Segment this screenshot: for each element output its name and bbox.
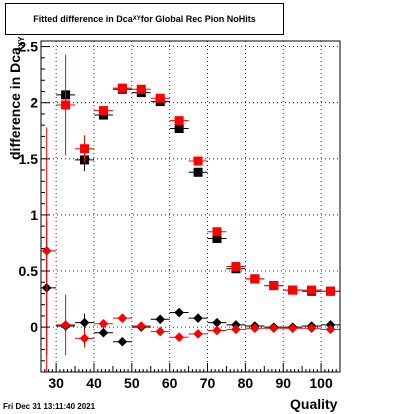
series-square-black (56, 84, 340, 296)
x-tick-label: 60 (162, 375, 178, 391)
y-axis-label-main: difference in Dca (7, 47, 23, 160)
data-point (98, 327, 109, 338)
data-point (193, 156, 203, 166)
x-tick-label: 70 (200, 375, 216, 391)
timestamp-footer: Fri Dec 31 13:11:40 2021 (3, 402, 96, 411)
axis-ticks: 30 40 50 60 70 80 90 100 0 0.5 1 1.5 2 2.5 (19, 39, 341, 391)
chart-title: Fitted difference in Dca XY for Global Re… (5, 3, 284, 35)
data-point (155, 314, 166, 325)
data-point (61, 100, 71, 110)
data-point (212, 227, 222, 237)
data-point (306, 323, 317, 334)
data-point (193, 329, 203, 339)
data-point (155, 326, 166, 337)
series-diamond-red (41, 127, 340, 372)
data-point (288, 285, 298, 295)
data-point (79, 333, 90, 344)
data-point (325, 324, 336, 335)
data-point (212, 233, 222, 243)
data-point (174, 332, 184, 343)
y-tick-label: 2.5 (19, 39, 39, 55)
data-point (155, 93, 165, 103)
y-axis-label-subscript: XY (16, 36, 26, 48)
chart-title-suffix: for Global Rec Pion NoHits (140, 14, 256, 24)
data-point (98, 106, 108, 116)
y-tick-label: 2 (30, 95, 38, 111)
data-point (174, 124, 184, 134)
data-point (98, 318, 109, 329)
data-point (250, 274, 260, 284)
y-tick-label: 1.5 (19, 151, 39, 167)
y-tick-label: 1 (30, 207, 38, 223)
data-point (174, 116, 184, 126)
data-point (307, 285, 317, 295)
data-markers (41, 54, 340, 372)
x-tick-label: 90 (275, 375, 291, 391)
data-point (80, 144, 90, 154)
data-point (269, 281, 279, 291)
data-point (117, 336, 128, 347)
data-point (193, 313, 203, 323)
data-point (268, 323, 279, 334)
plot-frame (40, 40, 341, 373)
x-tick-label: 100 (309, 375, 333, 391)
data-point (117, 83, 127, 93)
x-tick-label: 80 (238, 375, 254, 391)
data-point (326, 286, 336, 296)
series-square-red (56, 54, 340, 296)
data-point (212, 317, 222, 328)
data-point (41, 246, 52, 256)
data-point (287, 323, 298, 334)
data-point (250, 323, 260, 334)
chart-title-subscript: XY (132, 16, 141, 22)
data-point (174, 307, 184, 318)
x-tick-label: 30 (48, 375, 64, 391)
data-point (231, 324, 241, 335)
data-point (212, 325, 222, 336)
y-axis-label: difference in DcaXY (7, 37, 27, 161)
data-point (231, 262, 241, 272)
y-tick-label: 0.5 (19, 263, 39, 279)
data-point (193, 167, 203, 177)
x-tick-label: 50 (124, 375, 140, 391)
data-point (79, 317, 90, 328)
data-point (136, 84, 146, 94)
y-tick-label: 0 (30, 319, 38, 335)
data-point (117, 313, 128, 323)
x-tick-label: 40 (86, 375, 102, 391)
chart-title-prefix: Fitted difference in Dca (33, 14, 133, 24)
x-axis-label: Quality (290, 396, 338, 412)
data-point (60, 320, 71, 330)
data-point (136, 321, 147, 331)
